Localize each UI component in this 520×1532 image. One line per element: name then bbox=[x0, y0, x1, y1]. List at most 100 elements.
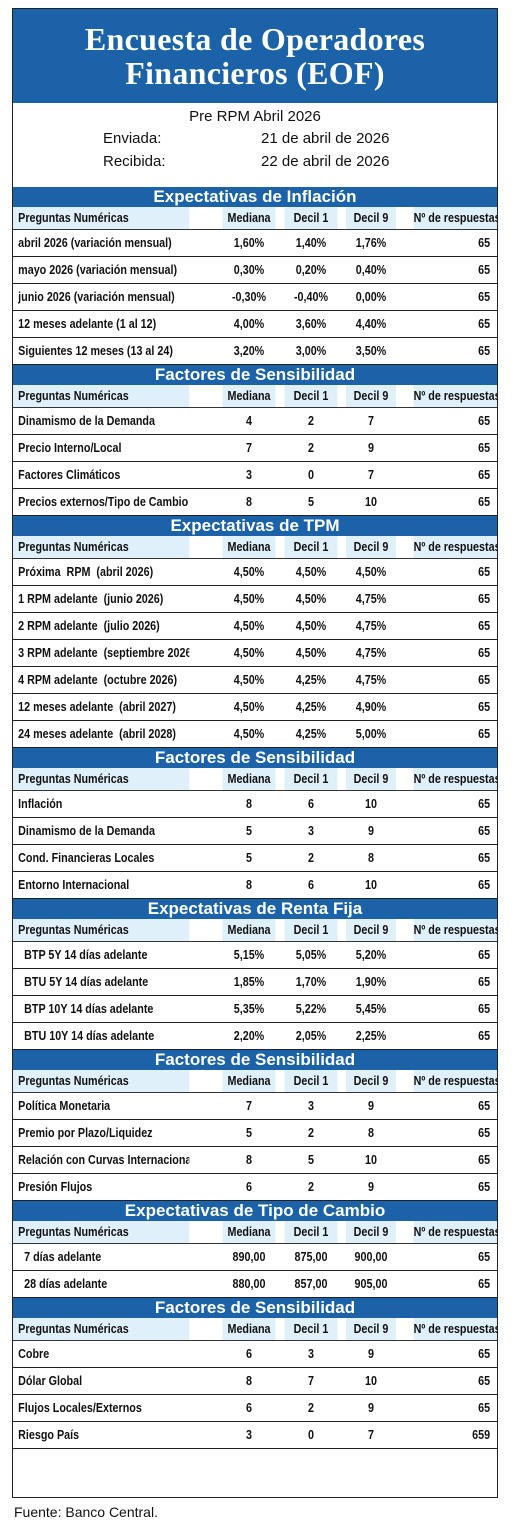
row-question: 12 meses adelante (1 al 12) bbox=[13, 310, 190, 338]
row-decile9: 9 bbox=[346, 1092, 396, 1120]
row-decile9: 10 bbox=[346, 1367, 396, 1395]
row-question: Precio Interno/Local bbox=[13, 434, 190, 462]
row-question: Cond. Financieras Locales bbox=[13, 844, 190, 872]
section-title: Factores de Sensibilidad bbox=[13, 365, 497, 385]
row-median: 6 bbox=[222, 1340, 276, 1368]
section-table: Preguntas Numéricas Mediana Decil 1 Decil 9… bbox=[13, 207, 497, 365]
row-responses: 65 bbox=[413, 310, 497, 338]
row-median: 7 bbox=[222, 434, 276, 462]
column-header-decile1: Decil 1 bbox=[284, 1070, 338, 1093]
row-responses: 65 bbox=[413, 871, 497, 899]
row-median: 3,20% bbox=[222, 337, 276, 365]
table-row: BTP 5Y 14 días adelante 5,15% 5,05% 5,20% 65 bbox=[13, 941, 497, 969]
row-median: 4,50% bbox=[222, 558, 276, 586]
table-row: 3 RPM adelante (septiembre 2026) 4,50% 4,5… bbox=[13, 639, 497, 667]
row-decile9: 9 bbox=[346, 1340, 396, 1368]
table-row: BTP 10Y 14 días adelante 5,35% 5,22% 5,45% 6… bbox=[13, 995, 497, 1023]
column-header-question: Preguntas Numéricas bbox=[13, 536, 190, 559]
column-header-decile1: Decil 1 bbox=[284, 919, 338, 942]
column-header-decile1: Decil 1 bbox=[284, 536, 338, 559]
row-decile9: 9 bbox=[346, 1173, 396, 1201]
row-responses: 65 bbox=[413, 1394, 497, 1422]
sent-value: 21 de abril de 2026 bbox=[261, 130, 390, 147]
row-decile9: 1,76% bbox=[346, 229, 396, 257]
column-header-question: Preguntas Numéricas bbox=[13, 1318, 190, 1341]
row-question: Precios externos/Tipo de Cambio bbox=[13, 488, 190, 516]
survey-section: Expectativas de Tipo de Cambio Preguntas … bbox=[13, 1201, 497, 1298]
table-row: Dinamismo de la Demanda 4 2 7 65 bbox=[13, 407, 497, 435]
row-decile1: 6 bbox=[284, 790, 338, 818]
section-title: Expectativas de Tipo de Cambio bbox=[13, 1201, 497, 1221]
row-responses: 65 bbox=[413, 844, 497, 872]
table-row: Premio por Plazo/Liquidez 5 2 8 65 bbox=[13, 1119, 497, 1147]
column-header-decile1: Decil 1 bbox=[284, 768, 338, 791]
row-decile9: 4,40% bbox=[346, 310, 396, 338]
row-responses: 659 bbox=[413, 1421, 497, 1449]
row-median: 1,85% bbox=[222, 968, 276, 996]
column-header-decile9: Decil 9 bbox=[346, 1318, 396, 1341]
row-median: 2,20% bbox=[222, 1022, 276, 1050]
row-responses: 65 bbox=[413, 720, 497, 748]
row-median: 4,50% bbox=[222, 612, 276, 640]
row-decile1: 4,50% bbox=[284, 612, 338, 640]
row-question: 7 días adelante bbox=[13, 1243, 190, 1271]
row-decile1: 4,25% bbox=[284, 720, 338, 748]
section-table: Preguntas Numéricas Mediana Decil 1 Decil 9… bbox=[13, 1070, 497, 1201]
table-row: 24 meses adelante (abril 2028) 4,50% 4,25%… bbox=[13, 720, 497, 748]
row-question: Siguientes 12 meses (13 al 24) bbox=[13, 337, 190, 365]
table-row: junio 2026 (variación mensual) -0,30% -0,4… bbox=[13, 283, 497, 311]
table-row: Presión Flujos 6 2 9 65 bbox=[13, 1173, 497, 1201]
row-median: 8 bbox=[222, 790, 276, 818]
row-median: 5 bbox=[222, 844, 276, 872]
row-decile1: 4,25% bbox=[284, 693, 338, 721]
table-row: Flujos Locales/Externos 6 2 9 65 bbox=[13, 1394, 497, 1422]
row-decile1: 4,25% bbox=[284, 666, 338, 694]
row-question: 12 meses adelante (abril 2027) bbox=[13, 693, 190, 721]
table-row: 12 meses adelante (1 al 12) 4,00% 3,60% 4,4… bbox=[13, 310, 497, 338]
row-decile9: 5,20% bbox=[346, 941, 396, 969]
table-row: Precios externos/Tipo de Cambio 8 5 10 65 bbox=[13, 488, 497, 516]
section-table: Preguntas Numéricas Mediana Decil 1 Decil 9… bbox=[13, 919, 497, 1050]
row-decile9: 8 bbox=[346, 1119, 396, 1147]
survey-card: Encuesta de Operadores Financieros (EOF)… bbox=[12, 8, 498, 1498]
column-header-decile9: Decil 9 bbox=[346, 536, 396, 559]
column-header-responses: Nº de respuestas bbox=[413, 919, 497, 942]
row-median: 6 bbox=[222, 1173, 276, 1201]
table-row: Política Monetaria 7 3 9 65 bbox=[13, 1092, 497, 1120]
row-decile1: 4,50% bbox=[284, 558, 338, 586]
row-decile9: 9 bbox=[346, 1394, 396, 1422]
row-decile9: 5,45% bbox=[346, 995, 396, 1023]
row-question: 4 RPM adelante (octubre 2026) bbox=[13, 666, 190, 694]
row-decile1: 3,60% bbox=[284, 310, 338, 338]
row-responses: 65 bbox=[413, 461, 497, 489]
row-median: 3 bbox=[222, 1421, 276, 1449]
row-responses: 65 bbox=[413, 1146, 497, 1174]
section-table: Preguntas Numéricas Mediana Decil 1 Decil 9… bbox=[13, 385, 497, 516]
row-responses: 65 bbox=[413, 585, 497, 613]
row-median: 4,00% bbox=[222, 310, 276, 338]
row-question: 3 RPM adelante (septiembre 2026) bbox=[13, 639, 190, 667]
row-median: 5 bbox=[222, 1119, 276, 1147]
row-decile1: 3 bbox=[284, 1340, 338, 1368]
survey-sections: Expectativas de Inflación Preguntas Numér… bbox=[13, 187, 497, 1449]
row-decile9: 3,50% bbox=[346, 337, 396, 365]
row-responses: 65 bbox=[413, 229, 497, 257]
column-header-decile1: Decil 1 bbox=[284, 1318, 338, 1341]
column-header-question: Preguntas Numéricas bbox=[13, 1070, 190, 1093]
column-header-median: Mediana bbox=[222, 1070, 276, 1093]
row-median: 4,50% bbox=[222, 666, 276, 694]
row-responses: 65 bbox=[413, 995, 497, 1023]
row-question: Inflación bbox=[13, 790, 190, 818]
column-header-decile9: Decil 9 bbox=[346, 1070, 396, 1093]
row-responses: 65 bbox=[413, 968, 497, 996]
table-row: 2 RPM adelante (julio 2026) 4,50% 4,50% 4,7… bbox=[13, 612, 497, 640]
row-decile1: 3,00% bbox=[284, 337, 338, 365]
table-row: Próxima RPM (abril 2026) 4,50% 4,50% 4,50% 6… bbox=[13, 558, 497, 586]
table-row: Factores Climáticos 3 0 7 65 bbox=[13, 461, 497, 489]
table-header-row: Preguntas Numéricas Mediana Decil 1 Decil 9… bbox=[13, 207, 497, 230]
row-decile9: 9 bbox=[346, 434, 396, 462]
section-title: Expectativas de TPM bbox=[13, 516, 497, 536]
received-label: Recibida: bbox=[103, 153, 166, 170]
section-title: Factores de Sensibilidad bbox=[13, 1050, 497, 1070]
row-median: -0,30% bbox=[222, 283, 276, 311]
